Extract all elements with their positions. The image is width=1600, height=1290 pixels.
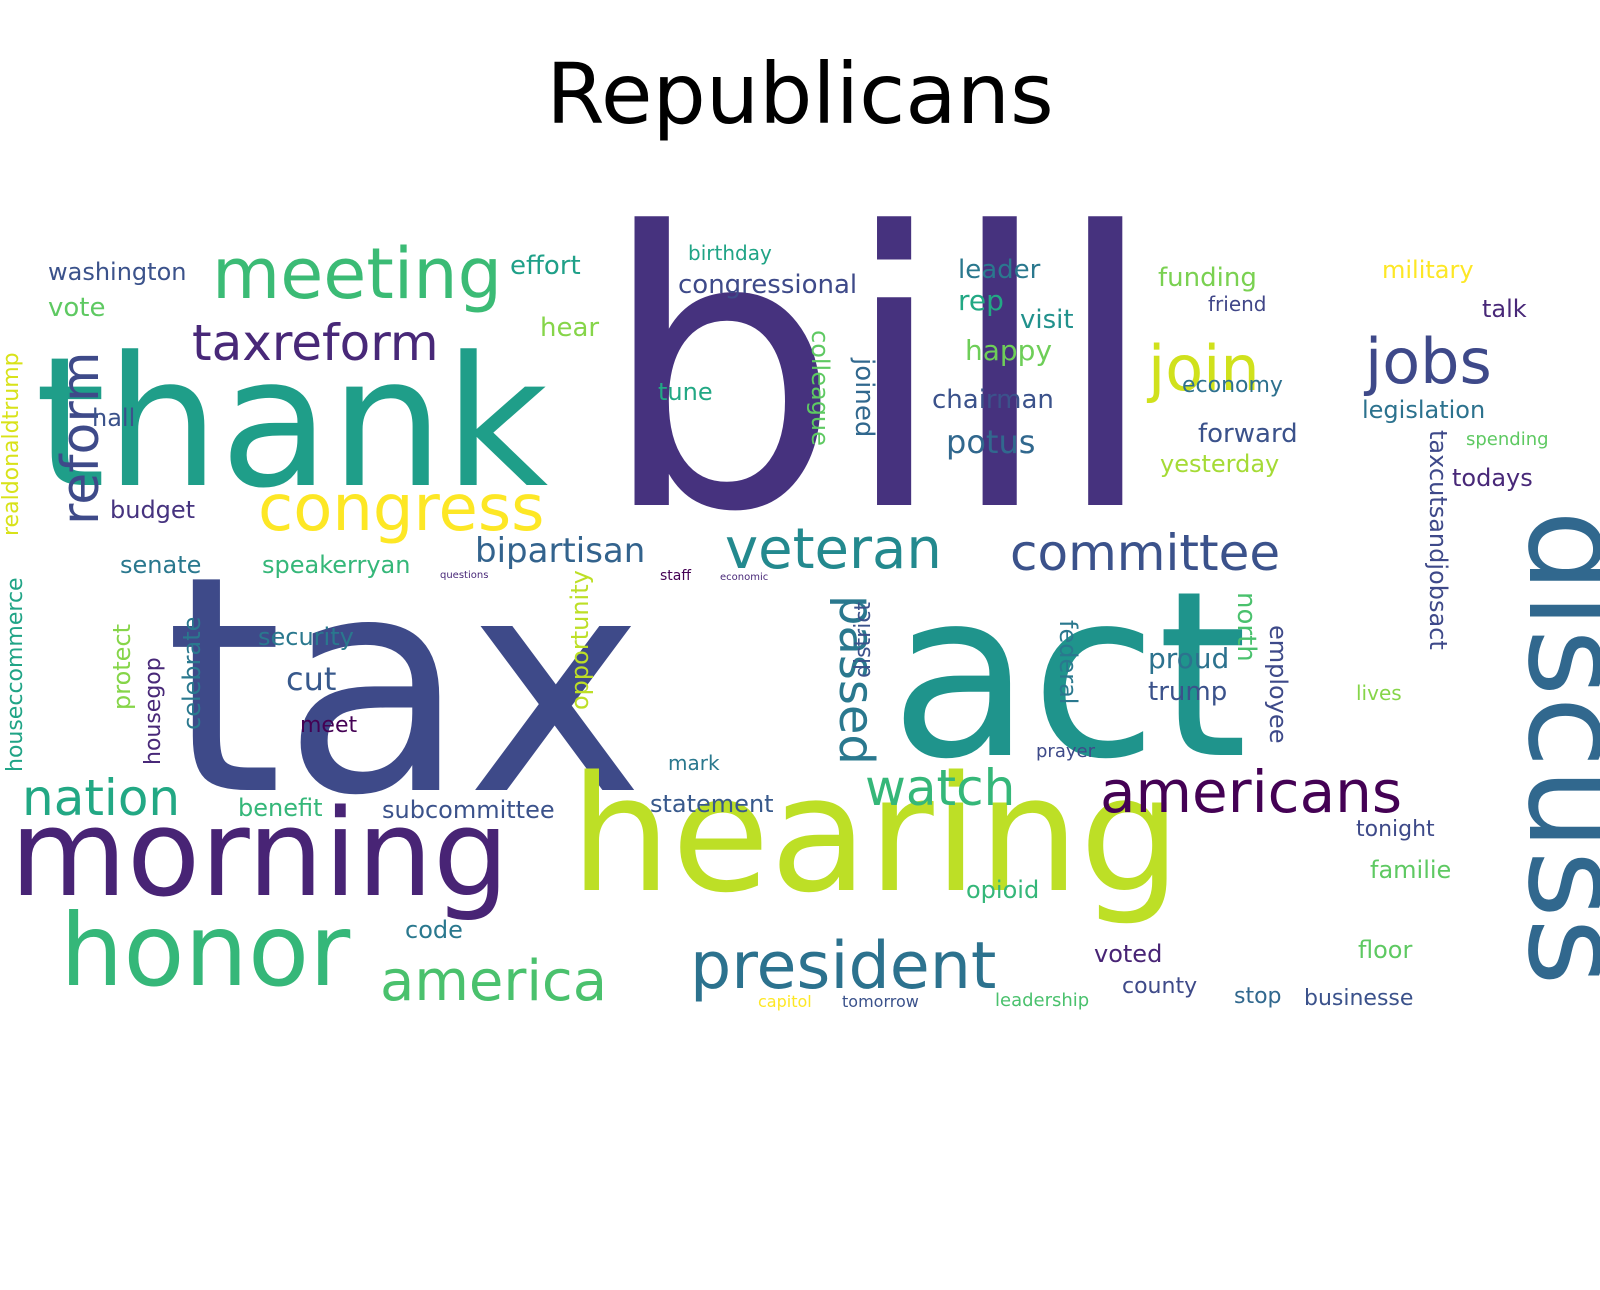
word-tax: tax — [165, 512, 644, 861]
word-visit: visit — [1020, 305, 1074, 335]
word-federal: federal — [1054, 620, 1082, 704]
word-spending: spending — [1466, 429, 1549, 450]
chart-title: Republicans — [546, 45, 1054, 143]
word-yesterday: yesterday — [1160, 450, 1279, 478]
word-todays: todays — [1452, 464, 1533, 492]
word-businesse: businesse — [1304, 986, 1413, 1011]
word-opioid: opioid — [966, 876, 1039, 904]
word-housegop: housegop — [141, 657, 166, 765]
word-effort: effort — [510, 251, 581, 281]
word-security: security — [258, 623, 354, 651]
word-veteran: veteran — [725, 517, 942, 582]
word-america: america — [380, 949, 607, 1014]
word-talk: talk — [1482, 295, 1527, 323]
word-join: join — [1146, 332, 1260, 405]
word-capitol: capitol — [758, 992, 812, 1011]
word-economic: economic — [720, 572, 768, 583]
word-trump: trump — [1148, 677, 1227, 707]
word-employee: employee — [1264, 625, 1292, 743]
word-proud: proud — [1148, 642, 1229, 675]
word-meeting: meeting — [212, 233, 502, 315]
word-funding: funding — [1158, 263, 1257, 293]
word-north: north — [1231, 592, 1261, 662]
word-tomorrow: tomorrow — [842, 992, 919, 1011]
word-protect: protect — [108, 624, 136, 710]
word-stop: stop — [1234, 984, 1282, 1009]
word-houseccommerce: houseccommerce — [3, 577, 28, 772]
word-discuss: discuss — [1499, 510, 1600, 986]
word-nation: nation — [22, 769, 180, 827]
word-benefit: benefit — [238, 794, 323, 822]
word-congress: congress — [258, 472, 545, 546]
word-bipartisan: bipartisan — [475, 531, 645, 571]
word-district: district — [851, 602, 876, 678]
word-familie: familie — [1370, 856, 1451, 884]
word-leadership: leadership — [995, 990, 1089, 1011]
word-friend: friend — [1208, 292, 1267, 316]
word-military: military — [1382, 256, 1474, 284]
word-cut: cut — [286, 660, 336, 698]
word-birthday: birthday — [688, 241, 772, 265]
word-thank: thank — [35, 319, 548, 528]
word-washington: washington — [48, 258, 186, 286]
word-hearing: hearing — [570, 741, 1181, 928]
word-county: county — [1122, 974, 1197, 999]
word-reform: reform — [51, 352, 111, 525]
word-legislation: legislation — [1362, 396, 1485, 424]
word-hear: hear — [540, 313, 599, 343]
word-taxcutsandjobsact: taxcutsandjobsact — [1424, 430, 1452, 650]
word-potus: potus — [946, 423, 1035, 461]
word-economy: economy — [1182, 373, 1283, 398]
word-senate: senate — [120, 551, 201, 579]
word-realdonaldtrump: realdonaldtrump — [0, 352, 24, 536]
word-cloud: bill tax act thank hearing morning discuss hono… — [0, 200, 1600, 1060]
word-honor: honor — [60, 892, 351, 1009]
word-floor: floor — [1358, 936, 1412, 964]
word-lives: lives — [1356, 681, 1402, 705]
word-voted: voted — [1094, 940, 1162, 968]
word-watch: watch — [865, 759, 1015, 817]
word-passed: passed — [828, 595, 884, 765]
word-subcommittee: subcommittee — [382, 796, 555, 824]
word-code: code — [405, 916, 463, 944]
word-jobs: jobs — [1363, 325, 1492, 398]
word-hall: hall — [92, 404, 135, 432]
word-celebrate: celebrate — [178, 617, 206, 730]
word-bill: bill — [600, 200, 1158, 595]
word-questions: questions — [440, 570, 488, 581]
word-prayer: prayer — [1036, 741, 1096, 762]
word-happy: happy — [965, 334, 1052, 367]
word-act: act — [890, 543, 1248, 810]
word-tonight: tonight — [1356, 817, 1435, 842]
word-americans: americans — [1100, 758, 1402, 826]
word-budget: budget — [110, 496, 195, 524]
word-rep: rep — [958, 284, 1004, 317]
word-forward: forward — [1198, 419, 1298, 449]
word-committee: committee — [1010, 524, 1280, 582]
word-vote: vote — [48, 293, 105, 323]
word-opportunity: opportunity — [566, 570, 594, 710]
word-statement: statement — [650, 790, 774, 818]
word-speakerryan: speakerryan — [262, 551, 410, 579]
word-chairman: chairman — [932, 385, 1054, 415]
word-congressional: congressional — [678, 270, 857, 300]
word-president: president — [690, 929, 996, 1004]
word-morning: morning — [10, 785, 509, 924]
word-staff: staff — [660, 568, 691, 584]
word-colleague: colleague — [806, 330, 834, 446]
word-leader: leader — [958, 255, 1041, 285]
word-tune: tune — [658, 378, 713, 406]
word-joined: joined — [849, 357, 879, 437]
word-meet: meet — [300, 713, 358, 738]
word-taxreform: taxreform — [192, 314, 439, 372]
word-mark: mark — [668, 751, 720, 775]
